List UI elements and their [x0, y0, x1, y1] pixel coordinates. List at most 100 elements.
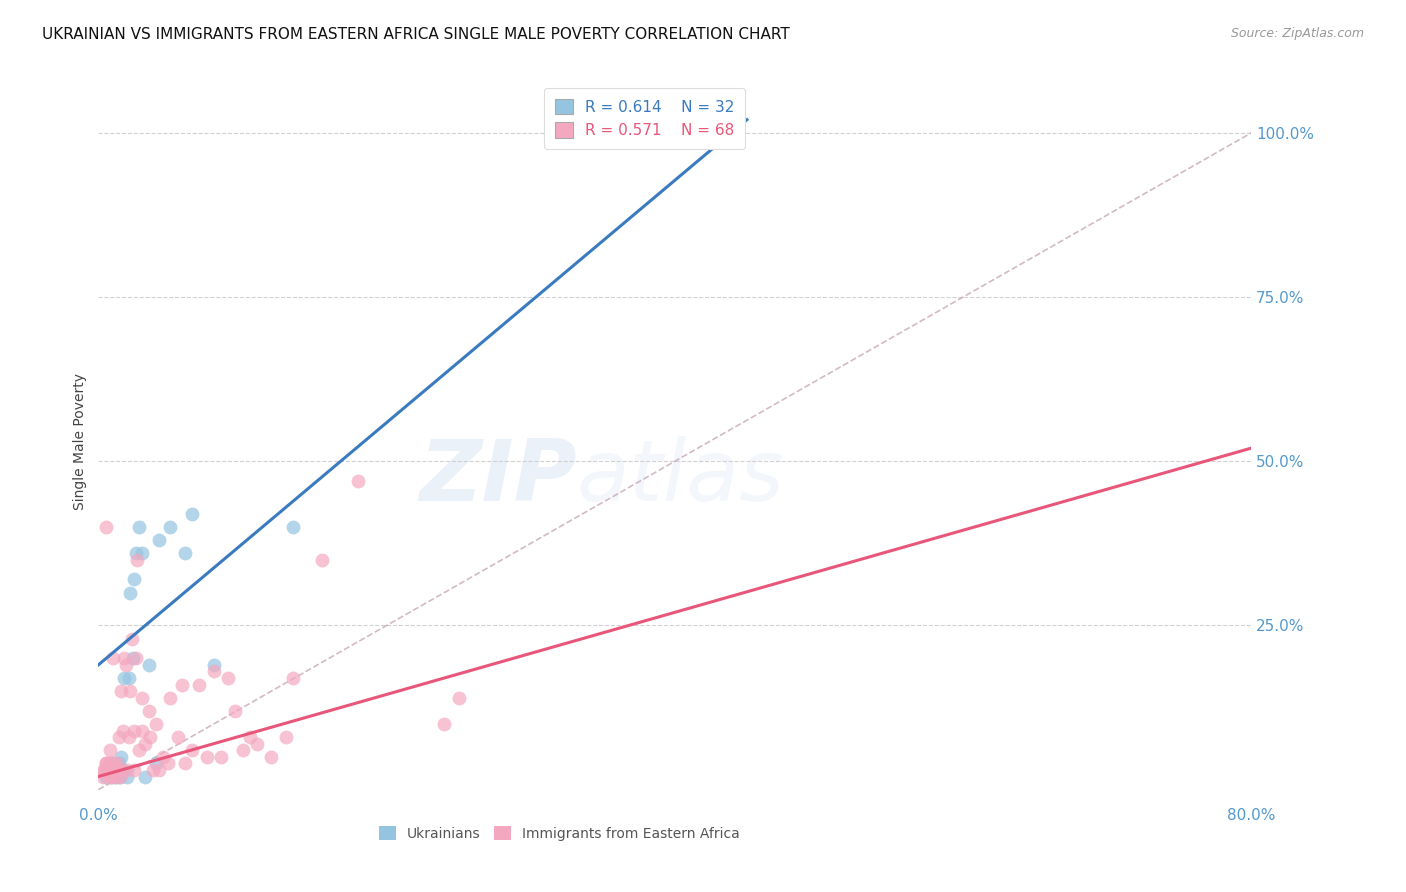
Point: [98, 743, 121, 757]
Point: [138, 704, 160, 718]
Point: [98, 770, 121, 784]
Point: [101, 756, 124, 771]
Point: [100, 770, 122, 784]
Point: [246, 737, 269, 751]
Point: [311, 553, 333, 567]
Point: [112, 651, 135, 665]
Point: [97, 756, 120, 771]
Point: [120, 684, 142, 698]
Point: [159, 690, 181, 705]
Point: [152, 749, 174, 764]
Point: [231, 743, 254, 757]
Point: [94, 756, 117, 771]
Point: [111, 723, 134, 738]
Point: [174, 546, 197, 560]
Point: [101, 763, 124, 777]
Point: [122, 651, 145, 665]
Point: [108, 770, 131, 784]
Point: [124, 723, 146, 738]
Point: [125, 651, 148, 665]
Point: [124, 763, 146, 777]
Point: [170, 677, 193, 691]
Point: [97, 763, 120, 777]
Point: [125, 546, 148, 560]
Point: [281, 671, 304, 685]
Point: [93, 763, 115, 777]
Point: [108, 770, 131, 784]
Text: atlas: atlas: [576, 436, 785, 519]
Point: [91, 770, 114, 784]
Point: [110, 749, 132, 764]
Point: [260, 749, 283, 764]
Point: [181, 743, 204, 757]
Point: [131, 690, 153, 705]
Point: [188, 677, 211, 691]
Point: [104, 770, 127, 784]
Point: [447, 690, 470, 705]
Legend: Ukrainians, Immigrants from Eastern Africa: Ukrainians, Immigrants from Eastern Afri…: [374, 821, 745, 847]
Point: [148, 533, 170, 547]
Point: [104, 770, 127, 784]
Point: [156, 756, 179, 771]
Point: [93, 763, 115, 777]
Point: [138, 657, 160, 672]
Text: Source: ZipAtlas.com: Source: ZipAtlas.com: [1230, 27, 1364, 40]
Point: [117, 770, 139, 784]
Point: [94, 520, 117, 534]
Point: [209, 749, 232, 764]
Point: [202, 665, 225, 679]
Point: [274, 730, 297, 744]
Point: [239, 730, 262, 744]
Point: [112, 671, 135, 685]
Point: [224, 704, 246, 718]
Point: [94, 770, 117, 784]
Point: [128, 520, 150, 534]
Point: [121, 632, 143, 646]
Point: [101, 763, 124, 777]
Point: [118, 730, 141, 744]
Point: [105, 763, 128, 777]
Point: [94, 756, 117, 771]
Point: [181, 507, 204, 521]
Point: [105, 756, 128, 771]
Point: [101, 651, 124, 665]
Point: [124, 573, 146, 587]
Point: [159, 520, 181, 534]
Point: [103, 763, 125, 777]
Point: [128, 743, 150, 757]
Point: [131, 546, 153, 560]
Point: [96, 763, 118, 777]
Point: [110, 763, 132, 777]
Y-axis label: Single Male Poverty: Single Male Poverty: [73, 373, 87, 510]
Point: [101, 770, 124, 784]
Point: [105, 763, 128, 777]
Point: [111, 763, 134, 777]
Text: UKRAINIAN VS IMMIGRANTS FROM EASTERN AFRICA SINGLE MALE POVERTY CORRELATION CHAR: UKRAINIAN VS IMMIGRANTS FROM EASTERN AFR…: [42, 27, 790, 42]
Point: [131, 723, 153, 738]
Point: [142, 763, 165, 777]
Point: [107, 730, 129, 744]
Point: [101, 756, 124, 771]
Text: ZIP: ZIP: [419, 436, 576, 519]
Point: [114, 657, 136, 672]
Point: [134, 770, 156, 784]
Point: [98, 763, 121, 777]
Point: [433, 717, 456, 731]
Point: [120, 585, 142, 599]
Point: [166, 730, 188, 744]
Point: [94, 763, 117, 777]
Point: [118, 671, 141, 685]
Point: [145, 717, 167, 731]
Point: [281, 520, 304, 534]
Point: [202, 657, 225, 672]
Point: [110, 763, 132, 777]
Point: [636, 126, 658, 140]
Point: [98, 756, 121, 771]
Point: [117, 763, 139, 777]
Point: [174, 756, 197, 771]
Point: [97, 763, 120, 777]
Point: [134, 737, 156, 751]
Point: [145, 756, 167, 771]
Point: [148, 763, 170, 777]
Point: [139, 730, 162, 744]
